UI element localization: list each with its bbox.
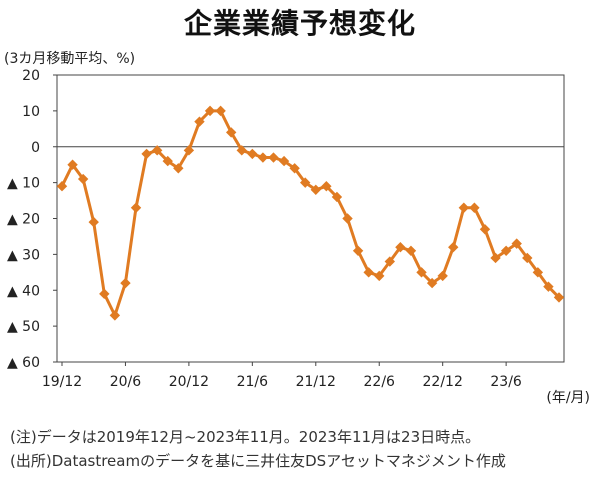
y-tick-label: 10 (22, 104, 40, 120)
x-tick-label: 23/6 (490, 374, 522, 390)
line-chart: 20 10 0 ▲ 10 ▲ 20 ▲ 30 ▲ 40 ▲ 50 ▲ 60 19/12 20/6 2… (7, 68, 590, 406)
data-point (99, 288, 110, 300)
data-point (173, 163, 184, 174)
data-point (88, 216, 99, 228)
x-tick-label: 22/6 (364, 374, 396, 390)
data-point (500, 245, 512, 256)
y-tick-label: ▲ 10 (7, 176, 40, 192)
y-tick-label: ▲ 20 (7, 212, 40, 228)
data-point (194, 116, 205, 127)
data-point (278, 155, 290, 167)
x-tick-label: 21/12 (296, 374, 336, 390)
data-point (490, 252, 501, 264)
data-point (553, 292, 565, 303)
data-point (522, 252, 533, 264)
data-point (469, 202, 480, 213)
x-tick-label: 20/6 (110, 374, 142, 390)
data-point (257, 152, 269, 163)
data-point (448, 242, 459, 253)
y-tick-label: ▲ 40 (7, 283, 40, 299)
data-point (141, 148, 152, 160)
data-point (109, 310, 121, 321)
data-point (532, 267, 544, 278)
data-point (300, 177, 311, 188)
data-point (289, 163, 300, 174)
data-point (511, 238, 522, 249)
footnote-note: (注)データは2019年12月~2023年11月。2023年11月は23日時点。 (10, 428, 481, 446)
chart-title: 企業業績予想変化 (183, 7, 416, 40)
x-tick-label: 21/6 (237, 374, 269, 390)
y-tick-label: 0 (31, 140, 40, 156)
x-tick-label: 20/12 (169, 374, 209, 390)
data-point (384, 256, 396, 267)
data-point (426, 277, 438, 289)
data-point (395, 242, 406, 253)
y-tick-label: ▲ 60 (7, 355, 40, 371)
data-point (162, 155, 173, 167)
data-point (183, 145, 195, 156)
y-tick-label: ▲ 30 (7, 247, 40, 263)
data-point (247, 148, 258, 160)
data-point (363, 267, 374, 278)
data-point (120, 277, 131, 289)
data-point (56, 181, 68, 192)
y-tick-label: ▲ 50 (7, 319, 40, 335)
data-point (321, 181, 332, 192)
data-point (405, 245, 417, 256)
data-point (225, 127, 237, 138)
data-point (437, 270, 448, 282)
data-point (374, 270, 385, 282)
x-tick-label: 19/12 (42, 374, 82, 390)
data-point (215, 105, 226, 117)
data-point (268, 152, 279, 163)
data-point (204, 105, 216, 117)
y-axis-unit-label: (3カ月移動平均、%) (4, 51, 136, 67)
data-point (352, 245, 364, 256)
data-point (479, 224, 491, 235)
footnote-source: (出所)Datastreamのデータを基に三井住友DSアセットマネジメント作成 (10, 452, 506, 470)
y-tick-label: 20 (22, 68, 40, 84)
data-point (310, 184, 321, 195)
data-point (458, 202, 470, 213)
data-point (151, 145, 163, 156)
data-point (67, 159, 78, 170)
x-axis-unit-label: (年/月) (546, 390, 590, 406)
data-point (416, 267, 427, 278)
data-point (77, 173, 89, 185)
series-line (60, 109, 561, 317)
data-point (342, 213, 353, 224)
x-tick-label: 22/12 (423, 374, 463, 390)
data-point (236, 145, 247, 156)
data-point (543, 281, 554, 292)
data-point (130, 202, 142, 213)
data-point (331, 191, 343, 203)
